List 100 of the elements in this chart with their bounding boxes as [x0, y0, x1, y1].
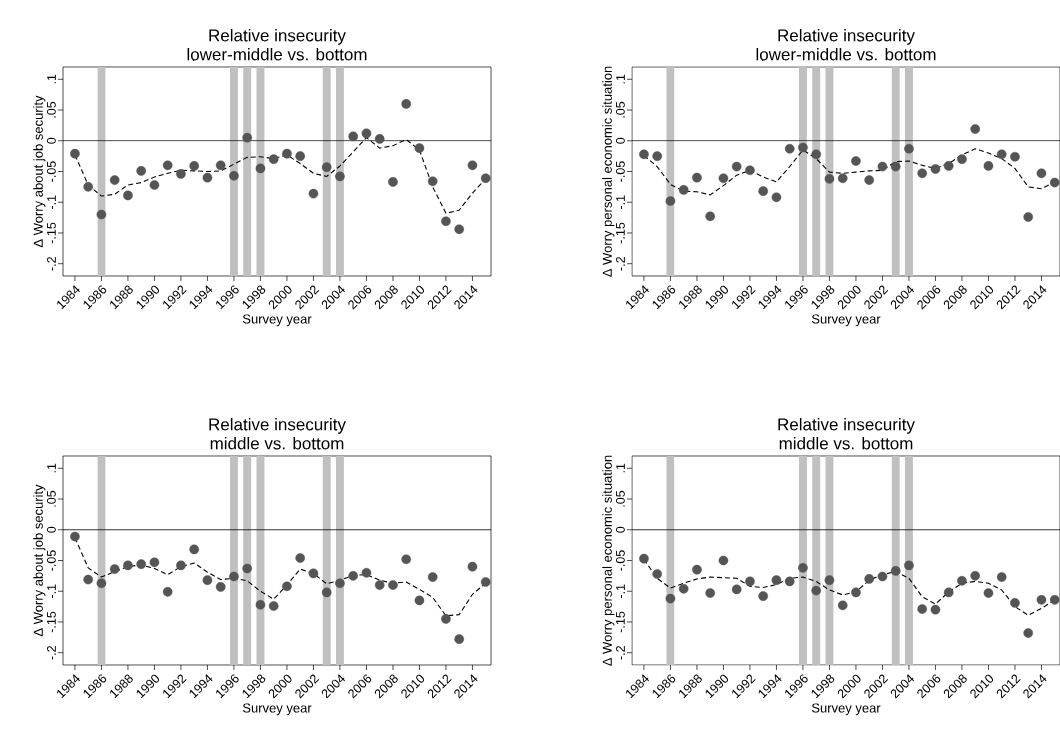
- y-tick-label: -.15: [47, 611, 56, 633]
- point: [202, 172, 213, 183]
- y-tick-label: -.1: [616, 195, 625, 209]
- y-tick-label: -.15: [47, 222, 56, 244]
- point: [652, 569, 662, 579]
- y-tick-label: .05: [615, 490, 625, 507]
- point: [930, 164, 941, 174]
- point: [705, 588, 715, 598]
- y-tick-label: .05: [46, 490, 56, 507]
- y-tick-label: 0: [615, 137, 625, 144]
- y-tick-label: 0: [46, 526, 56, 533]
- point: [149, 557, 160, 568]
- point: [136, 559, 146, 569]
- point: [176, 560, 186, 571]
- chart-subtitle: lower-middle vs. bottom: [756, 47, 936, 61]
- y-tick-label: -.2: [616, 646, 625, 660]
- point: [229, 571, 239, 582]
- point: [1023, 628, 1034, 638]
- point: [480, 577, 491, 587]
- point: [970, 571, 980, 581]
- point: [784, 576, 795, 587]
- point: [414, 595, 425, 606]
- y-tick-label: .05: [615, 101, 625, 118]
- y-tick-label: -.2: [47, 257, 56, 271]
- point: [149, 180, 160, 190]
- point: [70, 148, 80, 159]
- point: [83, 574, 93, 585]
- point: [745, 165, 755, 176]
- point: [427, 572, 438, 582]
- point: [136, 166, 146, 176]
- point: [718, 555, 729, 566]
- point: [162, 160, 173, 171]
- y-tick-label: .1: [47, 74, 56, 84]
- point: [242, 563, 252, 574]
- point: [401, 99, 411, 109]
- y-tick-label: .05: [46, 101, 56, 118]
- point: [983, 588, 994, 598]
- point: [467, 160, 478, 171]
- point: [427, 176, 438, 187]
- point: [877, 161, 888, 172]
- point: [930, 604, 941, 615]
- point: [864, 175, 874, 185]
- point: [705, 211, 715, 222]
- point: [268, 154, 279, 164]
- point: [745, 576, 755, 587]
- point: [414, 143, 425, 153]
- point: [162, 587, 173, 597]
- point: [917, 604, 927, 614]
- point: [665, 196, 676, 206]
- point: [824, 575, 835, 585]
- point: [361, 567, 372, 578]
- y-tick-label: -.15: [616, 611, 625, 633]
- point: [798, 142, 808, 153]
- point: [123, 560, 133, 571]
- point: [454, 634, 464, 644]
- point: [943, 587, 954, 598]
- point: [678, 185, 689, 195]
- y-tick-label: -.1: [47, 584, 56, 598]
- point: [321, 162, 332, 172]
- point: [480, 173, 491, 184]
- point: [282, 148, 292, 159]
- y-tick-label: 0: [46, 137, 56, 144]
- point: [692, 172, 702, 183]
- chart-subtitle: middle vs. bottom: [210, 436, 344, 450]
- point: [348, 571, 358, 581]
- point: [798, 563, 808, 573]
- point: [1010, 151, 1020, 162]
- point: [652, 151, 662, 161]
- point: [229, 171, 239, 181]
- y-tick-label: .1: [616, 463, 625, 473]
- point: [189, 161, 199, 171]
- point: [295, 553, 305, 563]
- point: [665, 593, 676, 604]
- point: [692, 564, 702, 575]
- y-tick-label: -.05: [46, 161, 56, 182]
- point: [189, 544, 199, 555]
- point: [1036, 595, 1047, 605]
- point: [996, 149, 1007, 160]
- y-tick-label: .1: [616, 74, 625, 84]
- point: [851, 156, 861, 166]
- chart-title: Relative insecurity: [778, 28, 915, 45]
- y-tick-label: -.2: [616, 257, 625, 271]
- point: [401, 554, 411, 565]
- chart-subtitle: lower-middle vs. bottom: [187, 47, 367, 61]
- point: [718, 173, 729, 184]
- point: [176, 169, 186, 179]
- point: [96, 578, 107, 589]
- point: [639, 553, 649, 564]
- point: [758, 591, 768, 601]
- point: [877, 571, 888, 582]
- chart-title: Relative insecurity: [209, 28, 346, 45]
- y-tick-label: -.1: [616, 584, 625, 598]
- point: [890, 566, 901, 576]
- chart-title: Relative insecurity: [778, 417, 915, 434]
- point: [202, 575, 213, 585]
- point: [771, 192, 782, 203]
- point: [268, 601, 279, 611]
- point: [957, 154, 967, 164]
- point: [943, 161, 954, 171]
- y-axis-title: Δ Worry personal economic situation: [602, 455, 615, 666]
